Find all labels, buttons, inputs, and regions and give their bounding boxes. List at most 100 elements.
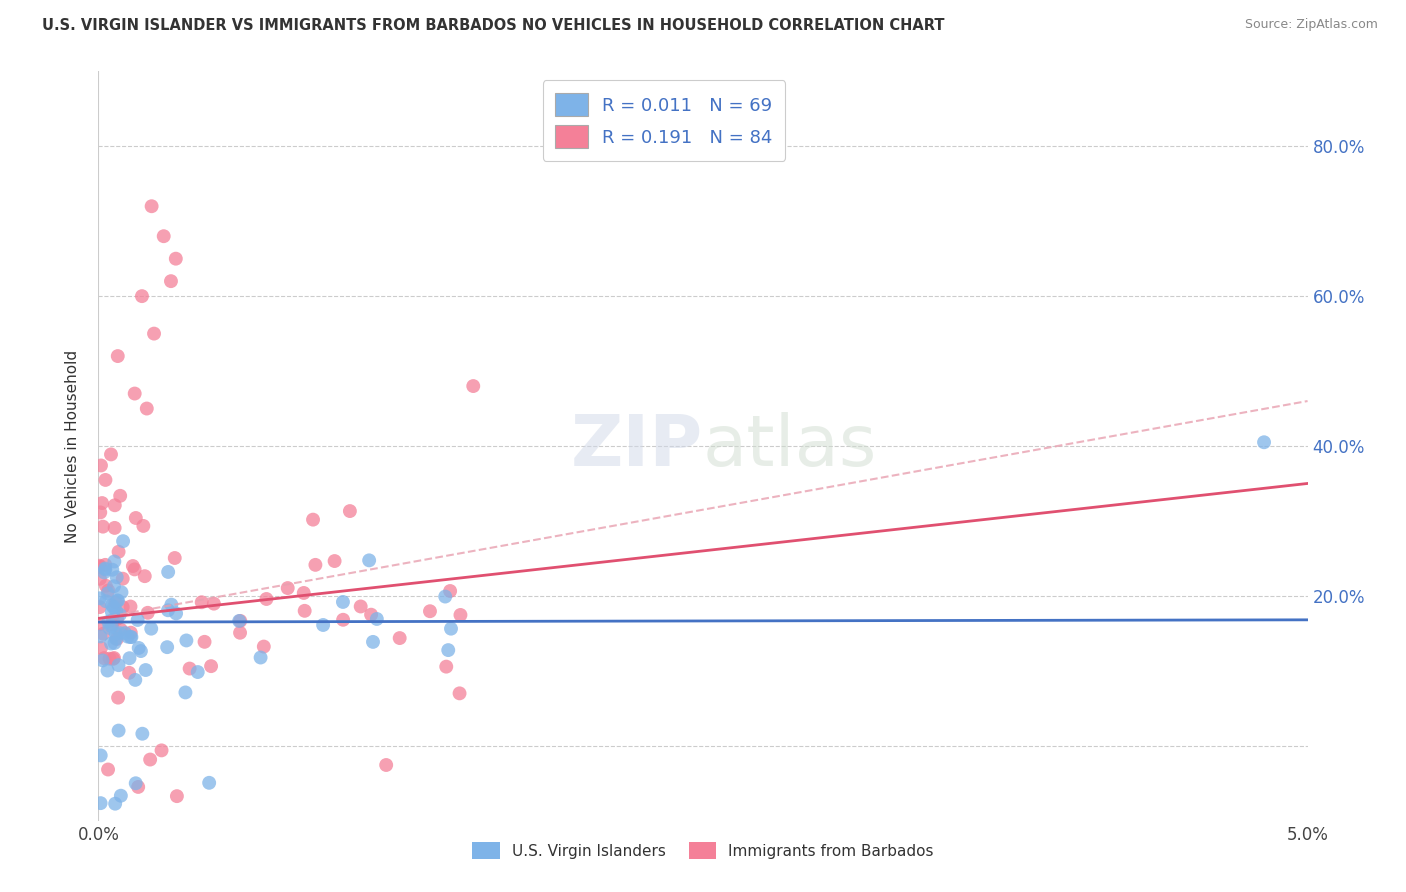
Point — [90, 796, 112, 810]
Point — [90, 748, 112, 763]
Point — [118, 665, 141, 680]
Point — [105, 570, 128, 584]
Text: ZIP: ZIP — [571, 411, 703, 481]
Point — [98, 621, 121, 635]
Point — [136, 606, 159, 620]
Point — [94, 579, 117, 593]
Point — [100, 619, 122, 633]
Point — [437, 643, 460, 657]
Point — [91, 653, 114, 667]
Point — [104, 498, 127, 512]
Point — [97, 763, 120, 777]
Point — [94, 558, 117, 572]
Point — [108, 607, 131, 622]
Point — [449, 686, 471, 700]
Point — [152, 229, 174, 244]
Point — [105, 593, 128, 607]
Point — [120, 630, 142, 644]
Point — [302, 513, 325, 527]
Point — [124, 562, 146, 576]
Point — [157, 565, 180, 579]
Point — [198, 776, 221, 790]
Point — [110, 623, 132, 637]
Point — [112, 534, 135, 549]
Point — [101, 605, 124, 619]
Point — [359, 553, 381, 567]
Point — [312, 618, 335, 632]
Legend: U.S. Virgin Islanders, Immigrants from Barbados: U.S. Virgin Islanders, Immigrants from B… — [465, 836, 941, 865]
Point — [105, 612, 128, 626]
Point — [103, 600, 125, 615]
Point — [127, 780, 149, 794]
Point — [139, 753, 162, 767]
Point — [150, 743, 173, 757]
Point — [200, 659, 222, 673]
Point — [366, 612, 388, 626]
Point — [108, 626, 131, 640]
Point — [93, 651, 115, 665]
Point — [89, 558, 111, 573]
Point — [176, 633, 198, 648]
Point — [388, 631, 411, 645]
Point — [292, 586, 315, 600]
Point — [254, 592, 277, 607]
Point — [135, 663, 157, 677]
Point — [91, 626, 114, 640]
Point — [89, 560, 111, 574]
Point — [90, 640, 112, 655]
Point — [229, 625, 252, 640]
Point — [190, 595, 212, 609]
Point — [101, 652, 124, 666]
Point — [105, 632, 128, 646]
Y-axis label: No Vehicles in Household: No Vehicles in Household — [65, 350, 80, 542]
Point — [160, 274, 183, 288]
Point — [179, 662, 201, 676]
Point — [105, 604, 128, 618]
Point — [103, 636, 125, 650]
Point — [463, 379, 485, 393]
Point — [193, 635, 215, 649]
Point — [107, 593, 129, 607]
Point — [304, 558, 326, 572]
Point — [350, 599, 373, 614]
Point — [120, 599, 142, 614]
Text: atlas: atlas — [703, 411, 877, 481]
Point — [107, 723, 129, 738]
Point — [94, 594, 117, 608]
Point — [120, 625, 142, 640]
Point — [1253, 435, 1275, 450]
Point — [127, 613, 149, 627]
Point — [141, 622, 163, 636]
Point — [229, 614, 252, 628]
Point — [434, 659, 457, 673]
Point — [375, 758, 398, 772]
Point — [132, 519, 155, 533]
Point — [108, 489, 131, 503]
Point — [277, 581, 299, 595]
Point — [361, 635, 384, 649]
Point — [131, 289, 153, 303]
Point — [165, 252, 187, 266]
Point — [449, 607, 471, 622]
Point — [101, 613, 124, 627]
Point — [434, 590, 457, 604]
Point — [156, 640, 179, 655]
Point — [131, 727, 153, 741]
Point — [118, 651, 141, 665]
Point — [323, 554, 346, 568]
Point — [125, 776, 148, 790]
Point — [98, 651, 121, 665]
Point — [103, 554, 125, 568]
Point — [93, 566, 115, 580]
Point — [111, 572, 134, 586]
Point — [101, 563, 124, 577]
Point — [104, 797, 127, 811]
Point — [107, 690, 129, 705]
Point — [135, 401, 157, 416]
Point — [128, 640, 150, 655]
Point — [157, 603, 180, 617]
Point — [121, 559, 143, 574]
Point — [91, 519, 114, 533]
Point — [120, 630, 142, 644]
Point — [249, 650, 271, 665]
